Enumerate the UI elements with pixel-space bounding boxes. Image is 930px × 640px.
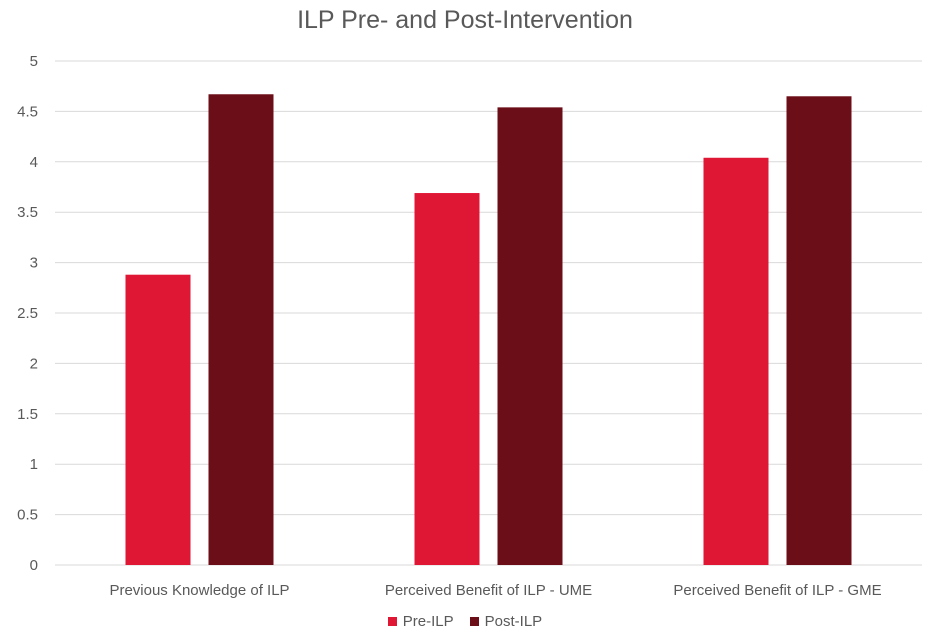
- legend: Pre-ILP Post-ILP: [0, 613, 930, 630]
- legend-swatch-pre: [387, 617, 397, 626]
- y-tick-label: 2.5: [17, 305, 38, 322]
- y-tick-label: 3.5: [17, 204, 38, 221]
- y-axis-ticks: 0 0.5 1 1.5 2 2.5 3 3.5 4 4.5 5: [17, 53, 38, 574]
- bar-post-0: [208, 94, 274, 565]
- y-tick-label: 1.5: [17, 406, 38, 423]
- x-category-label: Perceived Benefit of ILP - UME: [385, 582, 592, 599]
- chart-title: ILP Pre- and Post-Intervention: [297, 6, 633, 34]
- x-axis-categories: Previous Knowledge of ILP Perceived Benef…: [109, 582, 881, 599]
- legend-item-pre: Pre-ILP: [387, 613, 454, 630]
- bar-pre-0: [125, 274, 191, 565]
- x-category-label: Perceived Benefit of ILP - GME: [673, 582, 881, 599]
- y-tick-label: 0: [30, 557, 38, 574]
- legend-item-post: Post-ILP: [469, 613, 543, 630]
- bars: [125, 94, 852, 566]
- y-tick-label: 0.5: [17, 507, 38, 524]
- y-tick-label: 1: [30, 456, 38, 473]
- y-tick-label: 3: [30, 255, 38, 272]
- legend-swatch-post: [469, 617, 479, 626]
- bar-post-1: [497, 107, 563, 566]
- x-category-label: Previous Knowledge of ILP: [109, 582, 289, 599]
- legend-label-post: Post-ILP: [484, 613, 543, 630]
- bar-post-2: [786, 96, 852, 565]
- bar-pre-1: [414, 193, 480, 565]
- y-tick-label: 2: [30, 355, 38, 372]
- gridlines: [55, 60, 922, 566]
- y-tick-label: 5: [30, 53, 38, 70]
- y-tick-label: 4: [30, 154, 38, 171]
- legend-label-pre: Pre-ILP: [402, 613, 454, 630]
- y-tick-label: 4.5: [17, 103, 38, 120]
- bar-pre-2: [703, 157, 769, 565]
